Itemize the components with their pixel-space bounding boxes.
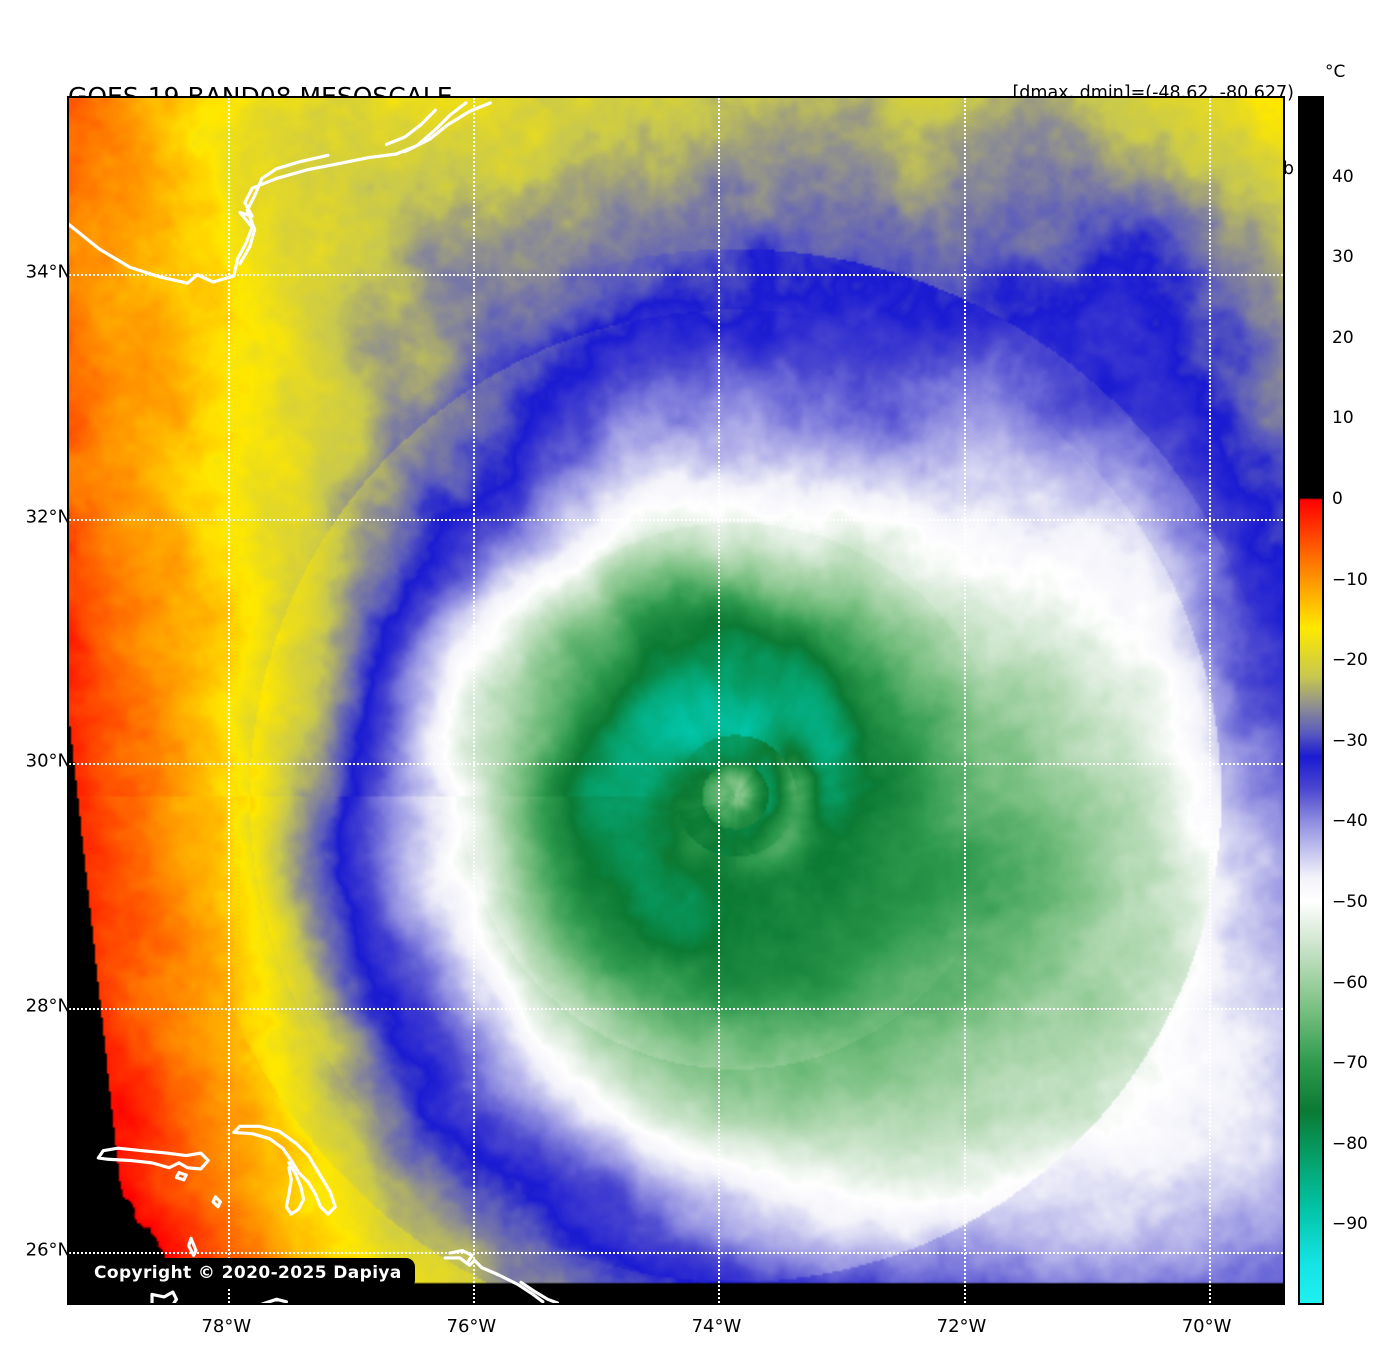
satellite-map-panel[interactable]: Copyright © 2020-2025 Dapiya	[67, 96, 1285, 1305]
colorbar-gradient	[1300, 98, 1322, 1303]
latitude-tick-label: 26°N	[25, 1239, 71, 1261]
latitude-tick-label: 32°N	[25, 506, 71, 528]
colorbar-tick-label: −70	[1332, 1053, 1368, 1074]
latitude-tick-label: 34°N	[25, 261, 71, 283]
colorbar-tick-label: −30	[1332, 730, 1368, 751]
latitude-tick-label: 28°N	[25, 995, 71, 1016]
colorbar-tick-label: −60	[1332, 972, 1368, 993]
temperature-colorbar[interactable]	[1298, 96, 1324, 1305]
longitude-tick-label: 74°W	[691, 1316, 742, 1337]
colorbar-tick-label: 20	[1332, 327, 1354, 348]
colorbar-unit-label: °C	[1325, 62, 1346, 82]
colorbar-tick-label: −50	[1332, 892, 1368, 912]
colorbar-tick-label: −40	[1332, 811, 1368, 832]
colorbar-tick-label: −90	[1332, 1214, 1368, 1235]
colorbar-tick-label: 10	[1332, 408, 1354, 429]
colorbar-tick-label: 0	[1332, 489, 1343, 509]
latitude-tick-label: 30°N	[25, 750, 71, 772]
colorbar-tick-label: −10	[1332, 569, 1368, 590]
longitude-tick-label: 70°W	[1181, 1316, 1232, 1337]
longitude-tick-label: 76°W	[446, 1316, 497, 1337]
satellite-brightness-temperature-raster	[69, 98, 1283, 1303]
colorbar-tick-label: −80	[1332, 1133, 1368, 1154]
colorbar-tick-label: 40	[1332, 166, 1354, 187]
colorbar-tick-label: 30	[1332, 247, 1354, 268]
colorbar-tick-label: −20	[1332, 650, 1368, 671]
longitude-tick-label: 78°W	[201, 1316, 252, 1337]
copyright-watermark: Copyright © 2020-2025 Dapiya	[81, 1258, 415, 1289]
longitude-tick-label: 72°W	[936, 1316, 987, 1337]
